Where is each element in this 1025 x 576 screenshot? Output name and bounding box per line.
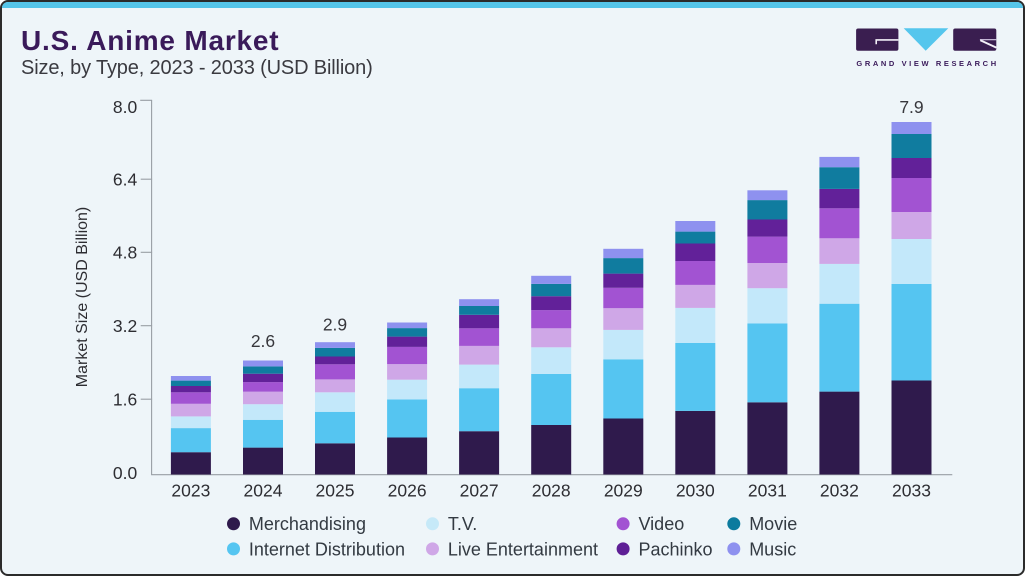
svg-text:2.6: 2.6 xyxy=(251,331,275,351)
svg-text:8.0: 8.0 xyxy=(113,97,138,117)
svg-text:2025: 2025 xyxy=(316,481,355,501)
svg-text:1.6: 1.6 xyxy=(113,389,137,409)
svg-text:Internet Distribution: Internet Distribution xyxy=(249,539,405,559)
svg-text:6.4: 6.4 xyxy=(113,169,138,189)
svg-text:Live Entertainment: Live Entertainment xyxy=(448,539,598,559)
svg-text:4.8: 4.8 xyxy=(113,243,137,263)
svg-text:Pachinko: Pachinko xyxy=(639,539,713,559)
svg-text:Market Size (USD Billion): Market Size (USD Billion) xyxy=(74,207,91,387)
svg-text:Merchandising: Merchandising xyxy=(249,514,366,534)
svg-text:Video: Video xyxy=(639,514,685,534)
svg-text:2027: 2027 xyxy=(460,481,499,501)
svg-text:T.V.: T.V. xyxy=(448,514,477,534)
svg-text:2028: 2028 xyxy=(532,481,571,501)
svg-text:Music: Music xyxy=(749,539,796,559)
svg-text:2026: 2026 xyxy=(388,481,427,501)
svg-text:2033: 2033 xyxy=(892,481,931,501)
svg-text:2.9: 2.9 xyxy=(323,315,347,335)
svg-text:3.2: 3.2 xyxy=(113,316,137,336)
svg-text:2031: 2031 xyxy=(748,481,787,501)
svg-text:GRAND VIEW RESEARCH: GRAND VIEW RESEARCH xyxy=(856,59,998,68)
svg-text:2023: 2023 xyxy=(171,481,210,501)
svg-text:0.0: 0.0 xyxy=(113,463,138,483)
svg-text:7.9: 7.9 xyxy=(899,97,923,117)
svg-text:Movie: Movie xyxy=(749,514,797,534)
svg-text:2024: 2024 xyxy=(244,481,283,501)
svg-text:2030: 2030 xyxy=(676,481,715,501)
svg-text:2029: 2029 xyxy=(604,481,643,501)
svg-text:2032: 2032 xyxy=(820,481,859,501)
